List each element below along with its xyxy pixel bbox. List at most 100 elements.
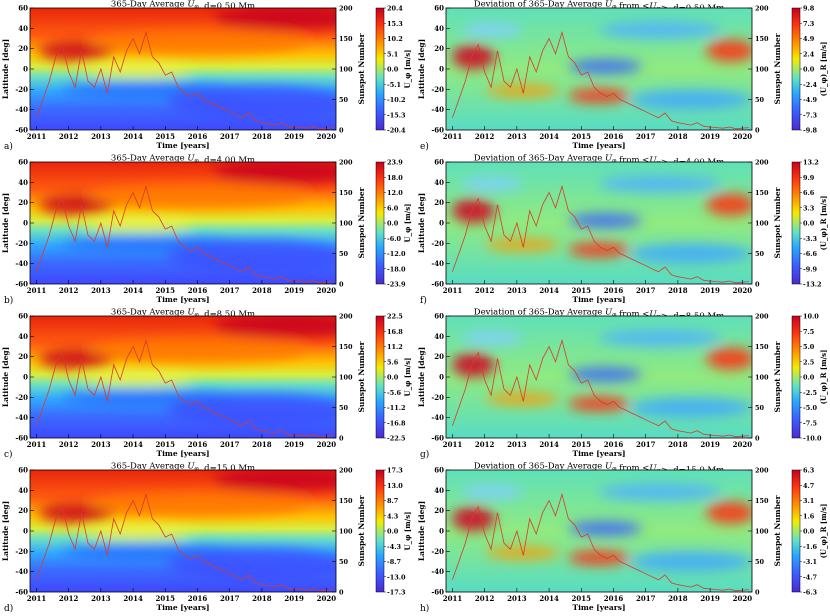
colorbar-tick-label: -7.3 xyxy=(803,111,817,119)
colorbar-tick-label: 17.3 xyxy=(387,467,403,475)
colorbar-tick-label: -7.5 xyxy=(803,419,817,427)
x-tick-label: 2017 xyxy=(636,594,656,603)
colorbar-tick-label: 12.0 xyxy=(387,189,403,197)
y2-tick-label: 50 xyxy=(755,558,765,566)
y-tick-label: 60 xyxy=(18,312,28,321)
y-tick-label: 40 xyxy=(434,178,444,187)
y-tick-label: -60 xyxy=(15,588,28,597)
colorbar-tick-label: -23.9 xyxy=(387,281,406,289)
heatmap-blob xyxy=(91,491,306,517)
y2-tick-label: 150 xyxy=(339,497,353,505)
x-tick-label: 2020 xyxy=(317,440,337,449)
y-tick-label: 60 xyxy=(18,466,28,475)
y2-axis-label: Sunspot Number xyxy=(357,340,366,412)
y-tick-label: 40 xyxy=(18,178,28,187)
y2-tick-label: 200 xyxy=(339,313,353,321)
y-tick-label: 0 xyxy=(23,65,28,74)
y2-tick-label: 50 xyxy=(339,404,349,412)
y-tick-label: 40 xyxy=(434,24,444,33)
x-tick-label: 2012 xyxy=(59,132,79,141)
y-tick-label: 60 xyxy=(434,4,444,13)
colorbar-tick-label: 4.9 xyxy=(803,35,815,43)
sunspot-series-line xyxy=(36,30,333,130)
colorbar-tick-label: -4.9 xyxy=(803,96,817,104)
y2-tick-label: 100 xyxy=(755,374,769,382)
y-tick-label: -20 xyxy=(431,393,444,402)
colorbar-tick-label: 10.2 xyxy=(387,35,403,43)
heatmap-field xyxy=(30,162,336,284)
colorbar-tick-label: 11.2 xyxy=(387,343,403,351)
colorbar xyxy=(375,161,385,285)
colorbar-tick-label: 0.0 xyxy=(387,66,399,74)
x-tick-label: 2018 xyxy=(252,594,272,603)
heatmap-blob xyxy=(629,397,752,418)
colorbar xyxy=(375,7,385,131)
colorbar-tick-label: -12.0 xyxy=(387,250,406,258)
colorbar-tick-label: -4.7 xyxy=(803,573,817,581)
heatmap-blob xyxy=(39,348,113,369)
y2-tick-label: 200 xyxy=(755,5,769,13)
x-tick-label: 2012 xyxy=(475,440,495,449)
y-axis-label: Latitude [deg] xyxy=(417,347,426,407)
heatmap-blob xyxy=(568,213,642,228)
x-axis-label: Time [years] xyxy=(156,141,209,150)
x-tick-label: 2017 xyxy=(220,132,240,141)
heatmap-blob xyxy=(461,330,523,346)
sunspot-series-line xyxy=(36,492,333,592)
x-axis-label: Time [years] xyxy=(572,603,625,612)
y-tick-label: -40 xyxy=(431,105,444,114)
x-tick-label: 2014 xyxy=(539,440,559,449)
x-tick-label: 2016 xyxy=(188,440,208,449)
colorbar-tick-label: 5.6 xyxy=(387,358,399,366)
colorbar xyxy=(791,469,801,593)
x-tick-label: 2011 xyxy=(443,594,463,603)
colorbar-tick-label: 0.0 xyxy=(803,220,815,228)
y-tick-label: 40 xyxy=(18,332,28,341)
panel-title: 365-Day Average Uφ, d=4.00 Mm xyxy=(111,154,255,166)
x-axis-label: Time [years] xyxy=(156,295,209,304)
y2-tick-label: 50 xyxy=(755,96,765,104)
y2-tick-label: 200 xyxy=(339,159,353,167)
heatmap-blob xyxy=(91,337,306,363)
y2-axis-label: Sunspot Number xyxy=(773,494,782,566)
x-tick-label: 2018 xyxy=(252,286,272,295)
heatmap-blob xyxy=(568,59,642,74)
y-tick-label: 20 xyxy=(18,44,28,53)
heatmap-structures xyxy=(39,162,336,275)
y-tick-label: -60 xyxy=(15,280,28,289)
x-tick-label: 2012 xyxy=(475,594,495,603)
colorbar-tick-label: 7.5 xyxy=(803,328,815,336)
heatmap-blob xyxy=(461,176,523,192)
colorbar-label: U_φ [m/s] xyxy=(403,512,412,551)
x-axis-label: Time [years] xyxy=(156,449,209,458)
colorbar-label: (U_φ)_R [m/s] xyxy=(819,196,828,251)
y-tick-label: -40 xyxy=(431,259,444,268)
x-tick-label: 2020 xyxy=(317,132,337,141)
chart-panel: Deviation of 365-Day Average Uφ from <Uφ… xyxy=(417,154,828,307)
colorbar-tick-label: -5.0 xyxy=(803,404,817,412)
x-tick-label: 2017 xyxy=(220,286,240,295)
x-tick-label: 2011 xyxy=(443,286,463,295)
y-tick-label: -20 xyxy=(431,239,444,248)
x-tick-label: 2012 xyxy=(475,286,495,295)
chart-panel: Deviation of 365-Day Average Uφ from <Uφ… xyxy=(417,0,828,152)
y2-axis-label: Sunspot Number xyxy=(357,186,366,258)
y-tick-label: -20 xyxy=(431,85,444,94)
y2-tick-label: 200 xyxy=(339,5,353,13)
y-tick-label: -20 xyxy=(15,393,28,402)
colorbar-tick-label: -5.1 xyxy=(387,81,401,89)
colorbar-tick-label: -10.0 xyxy=(803,435,822,443)
y-axis-label: Latitude [deg] xyxy=(417,39,426,99)
colorbar-label: U_φ [m/s] xyxy=(403,50,412,89)
y-tick-label: -60 xyxy=(431,434,444,443)
panel-letter: e) xyxy=(420,141,429,152)
y2-tick-label: 0 xyxy=(755,589,760,597)
y2-tick-label: 0 xyxy=(339,435,344,443)
y2-tick-label: 0 xyxy=(755,281,760,289)
heatmap-structures xyxy=(452,483,752,572)
y-tick-label: 40 xyxy=(18,24,28,33)
